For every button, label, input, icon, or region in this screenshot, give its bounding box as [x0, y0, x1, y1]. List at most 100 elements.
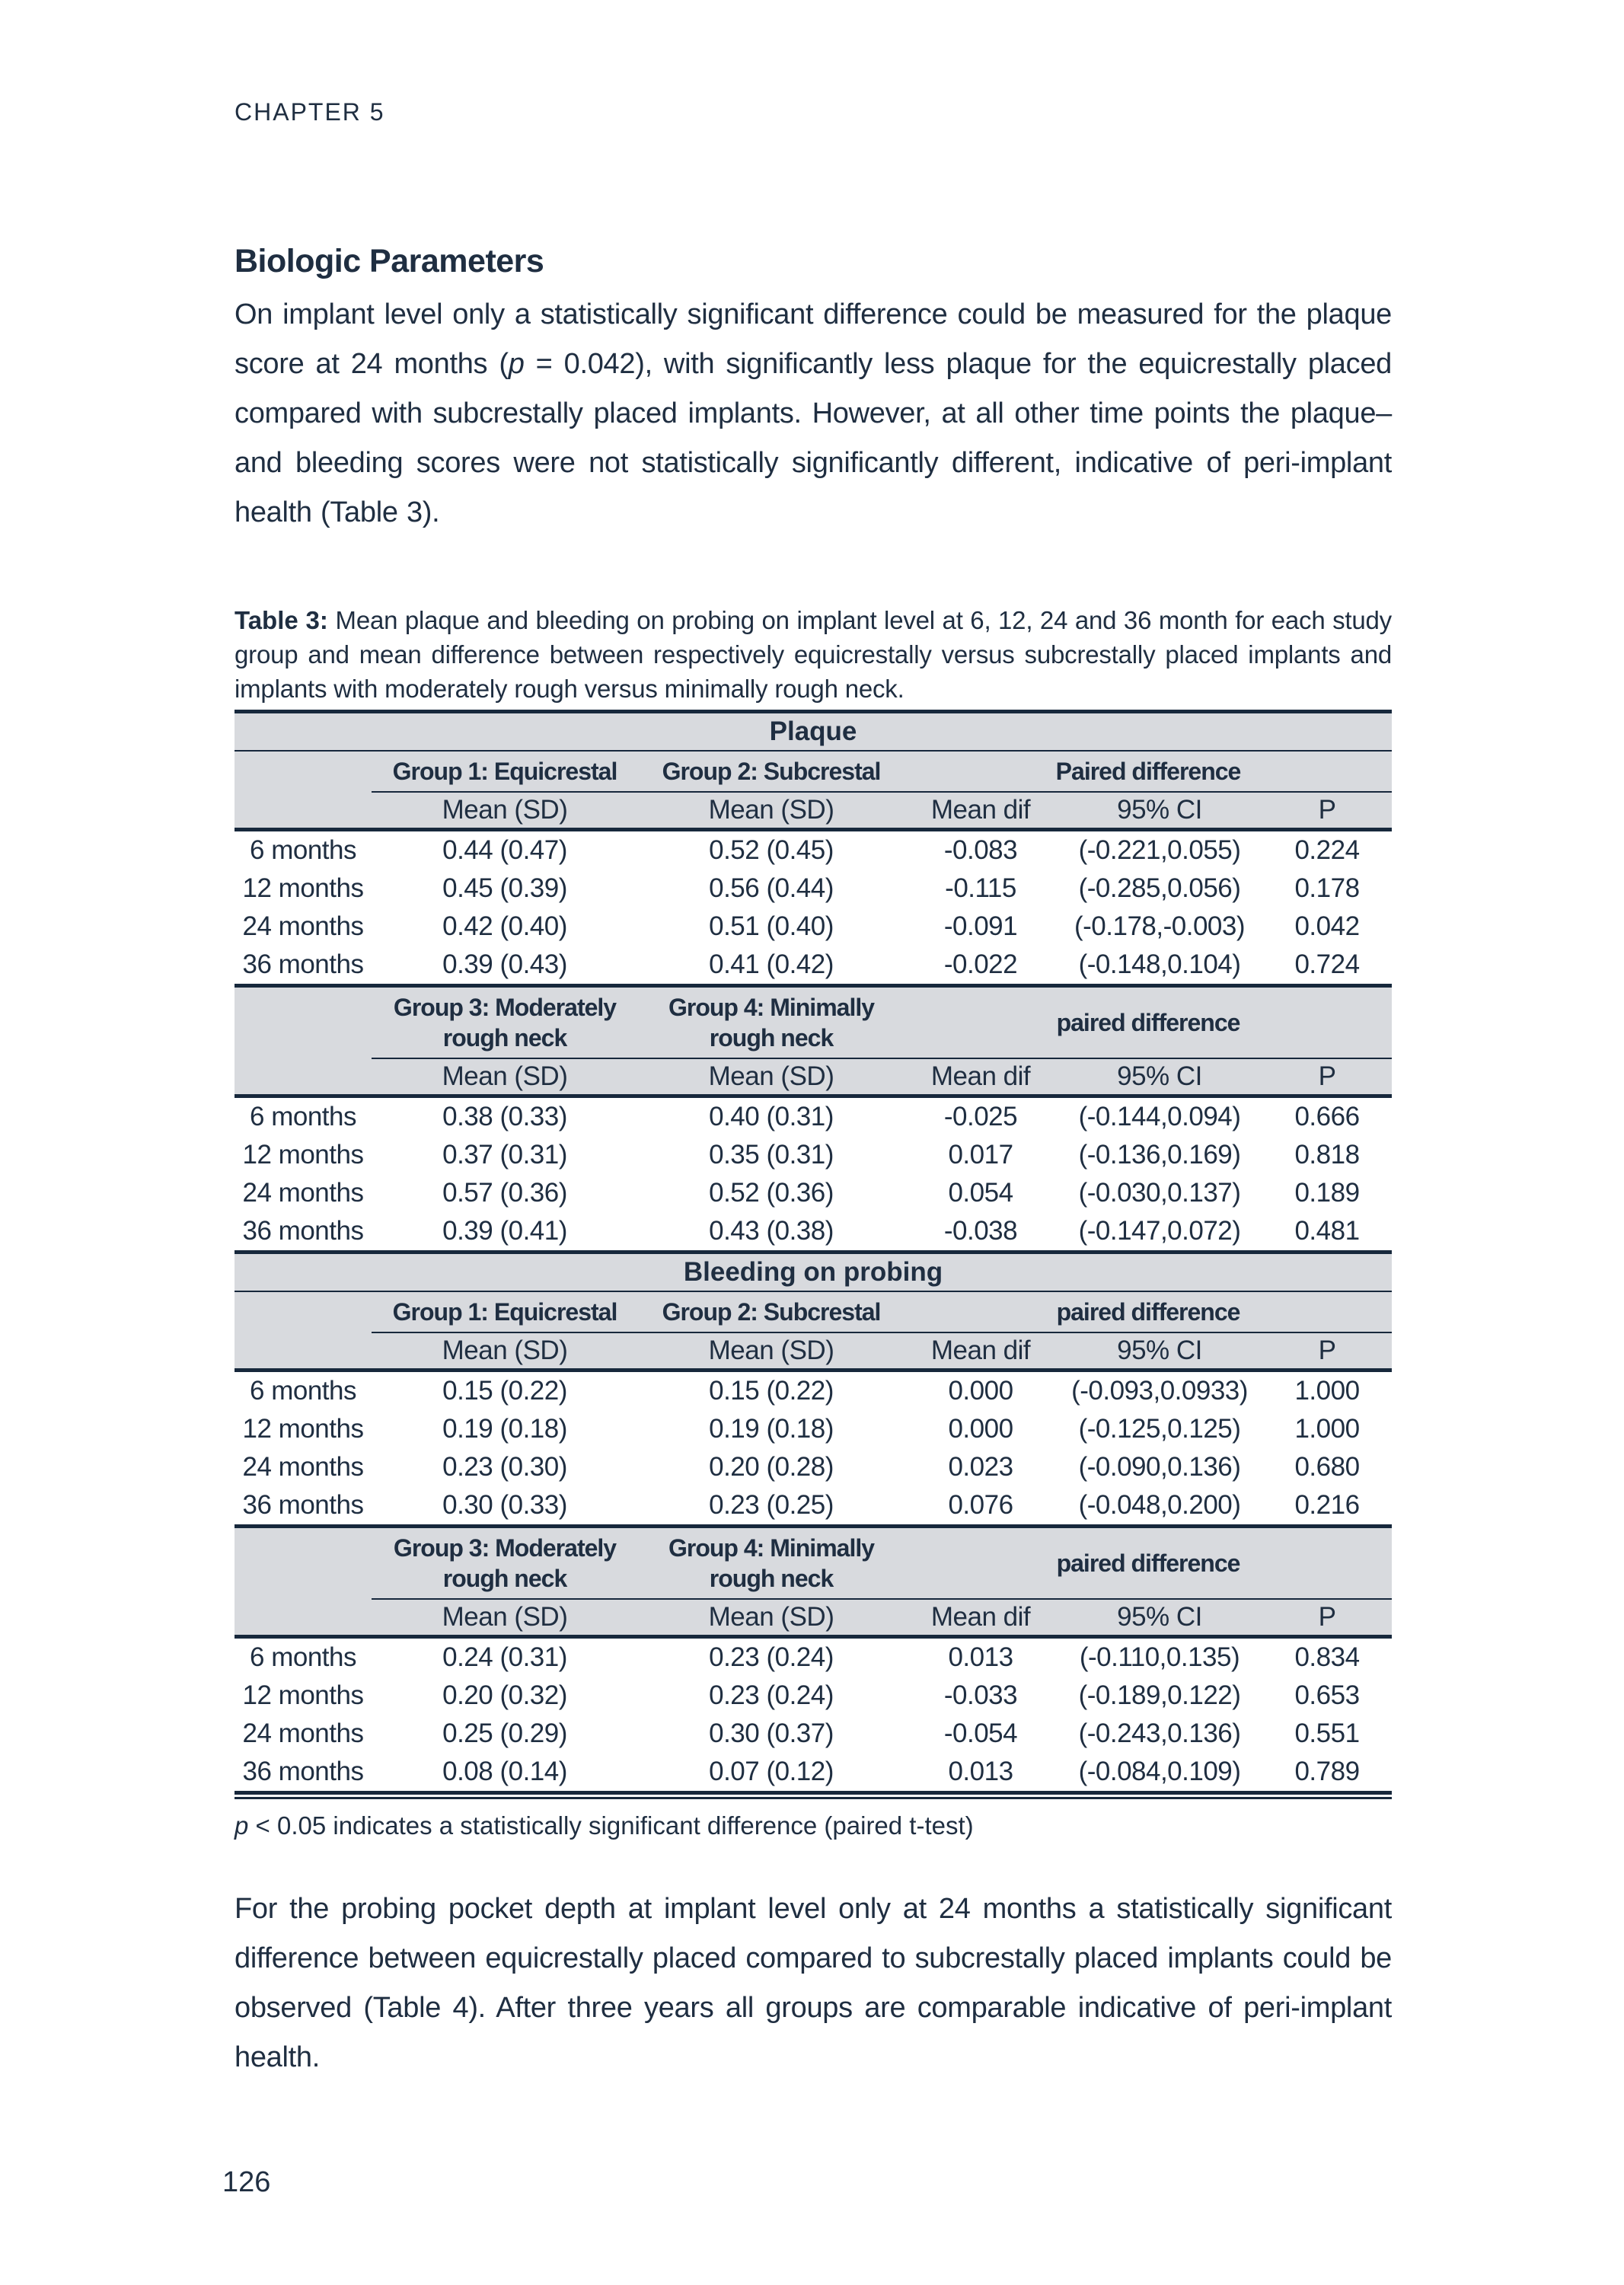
column-subheader: P [1262, 792, 1393, 831]
table-row: 6 months 0.15 (0.22) 0.15 (0.22) 0.000 (-0.0… [235, 1371, 1392, 1411]
data-cell: 0.789 [1262, 1753, 1393, 1795]
data-cell: 0.000 [948, 1414, 1013, 1444]
data-cell: 0.07 (0.12) [638, 1753, 905, 1795]
data-cell: 0.15 (0.22) [442, 1376, 567, 1406]
table-row: 36 months 0.30 (0.33) 0.23 (0.25) 0.076 (-0.… [235, 1486, 1393, 1528]
row-label: 24 months [242, 1178, 364, 1208]
row-label: 24 months [242, 1452, 364, 1482]
data-cell: 0.30 (0.33) [372, 1486, 638, 1528]
column-subheader: 95% CI [1057, 792, 1262, 831]
table-caption-text: Mean plaque and bleeding on probing on i… [235, 606, 1392, 703]
row-label: 6 months [250, 1642, 356, 1672]
data-cell: 0.39 (0.41) [372, 1212, 638, 1254]
column-subheader: Mean (SD) [638, 1599, 905, 1639]
group-a-header: Group 3: Moderately rough neck [372, 985, 638, 1059]
group-a-header: Group 1: Equicrestal [372, 1291, 638, 1333]
data-cell: 0.43 (0.38) [638, 1212, 905, 1254]
data-cell: 0.24 (0.31) [442, 1642, 567, 1672]
data-cell: 0.013 [905, 1753, 1057, 1795]
data-cell: (-0.243,0.136) [1078, 1719, 1241, 1748]
corner-cell [235, 1599, 372, 1639]
column-subheader: Mean (SD) [372, 1058, 638, 1098]
group-header-row: Group 3: Moderately rough neck Group 4: M… [235, 985, 1393, 1059]
column-subheader: Mean dif [905, 792, 1057, 831]
group-header-row: Group 1: Equicrestal Group 2: Subcrestal P… [235, 751, 1393, 793]
row-label: 36 months [235, 1212, 372, 1254]
group-header-row: Group 3: Moderately rough neck Group 4: M… [235, 1526, 1393, 1600]
data-cell: 0.44 (0.47) [442, 835, 567, 865]
data-cell: 0.042 [1294, 911, 1360, 941]
table-row: 24 months 0.42 (0.40) 0.51 (0.40) -0.091 (-0… [235, 908, 1392, 946]
table-row: 36 months 0.08 (0.14) 0.07 (0.12) 0.013 (-0.… [235, 1753, 1393, 1795]
data-cell: 0.35 (0.31) [709, 1140, 834, 1170]
data-cell: 0.818 [1294, 1140, 1360, 1170]
data-cell: 0.680 [1294, 1452, 1360, 1482]
data-cell: 0.41 (0.42) [638, 946, 905, 988]
column-subheader: P [1262, 1058, 1393, 1098]
column-subheader-row: Mean (SD) Mean (SD) Mean dif 95% CI P [235, 1058, 1393, 1098]
group-a-header: Group 1: Equicrestal [372, 751, 638, 793]
table-section-title-row: Plaque [235, 711, 1393, 752]
data-cell: (-0.189,0.122) [1078, 1680, 1241, 1710]
data-cell: 0.23 (0.25) [638, 1486, 905, 1528]
column-subheader: Mean (SD) [372, 1599, 638, 1639]
data-cell: 0.51 (0.40) [709, 911, 834, 941]
column-subheader: Mean (SD) [372, 1332, 638, 1372]
corner-cell [235, 985, 372, 1058]
data-cell: (-0.093,0.0933) [1071, 1376, 1248, 1406]
data-cell: 0.000 [948, 1376, 1013, 1406]
data-cell: (-0.125,0.125) [1078, 1414, 1241, 1444]
footnote-p-italic: p [235, 1811, 249, 1840]
p-value-italic: p [508, 348, 525, 380]
data-cell: 0.23 (0.30) [442, 1452, 567, 1482]
row-label: 24 months [242, 911, 364, 941]
data-cell: 0.551 [1294, 1719, 1360, 1748]
group-b-header: Group 2: Subcrestal [638, 1291, 905, 1333]
data-cell: 0.481 [1262, 1212, 1393, 1254]
corner-cell [235, 792, 372, 831]
data-cell: 0.19 (0.18) [442, 1414, 567, 1444]
data-cell: 0.017 [948, 1140, 1013, 1170]
table-3-body: Plaque Group 1: Equicrestal Group 2: Subcr… [235, 711, 1393, 1795]
row-label: 36 months [235, 1753, 372, 1795]
column-subheader: 95% CI [1057, 1058, 1262, 1098]
row-label: 12 months [242, 1680, 364, 1710]
table-row: 6 months 0.44 (0.47) 0.52 (0.45) -0.083 (-0.… [235, 830, 1392, 870]
data-cell: (-0.144,0.094) [1078, 1102, 1241, 1131]
data-cell: 0.52 (0.36) [709, 1178, 834, 1208]
data-cell: 0.666 [1294, 1102, 1360, 1131]
column-subheader-row: Mean (SD) Mean (SD) Mean dif 95% CI P [235, 1599, 1393, 1639]
data-cell: -0.115 [945, 873, 1016, 903]
table-3: Plaque Group 1: Equicrestal Group 2: Subcr… [235, 710, 1393, 1795]
data-cell: (-0.221,0.055) [1078, 835, 1241, 865]
paired-difference-header: paired difference [905, 1291, 1393, 1333]
column-subheader-row: Mean (SD) Mean (SD) Mean dif 95% CI P [235, 792, 1393, 831]
paragraph-1: On implant level only a statistically si… [235, 290, 1392, 538]
row-label: 6 months [250, 835, 356, 865]
row-label: 24 months [242, 1719, 364, 1748]
column-subheader: Mean dif [905, 1332, 1057, 1372]
data-cell: (-0.148,0.104) [1057, 946, 1262, 988]
table-row: 6 months 0.38 (0.33) 0.40 (0.31) -0.025 (-0.… [235, 1096, 1392, 1137]
data-cell: 0.39 (0.43) [372, 946, 638, 988]
corner-cell [235, 1526, 372, 1599]
data-cell: 0.076 [905, 1486, 1057, 1528]
page-number: 126 [222, 2166, 271, 2198]
table-section-title: Plaque [235, 711, 1393, 752]
table-row: 24 months 0.57 (0.36) 0.52 (0.36) 0.054 (-0.… [235, 1174, 1392, 1212]
data-cell: 1.000 [1294, 1376, 1360, 1406]
data-cell: (-0.136,0.169) [1078, 1140, 1241, 1170]
table-section-title-row: Bleeding on probing [235, 1252, 1393, 1292]
row-label: 36 months [235, 946, 372, 988]
data-cell: 0.20 (0.32) [442, 1680, 567, 1710]
footnote-text: < 0.05 indicates a statistically signifi… [248, 1811, 974, 1840]
corner-cell [235, 751, 372, 792]
data-cell: 0.23 (0.24) [709, 1680, 834, 1710]
column-subheader: 95% CI [1057, 1599, 1262, 1639]
data-cell: 0.37 (0.31) [442, 1140, 567, 1170]
data-cell: 0.653 [1294, 1680, 1360, 1710]
group-header-row: Group 1: Equicrestal Group 2: Subcrestal p… [235, 1291, 1393, 1333]
group-b-header: Group 4: Minimally rough neck [638, 1526, 905, 1600]
table-row: 36 months 0.39 (0.43) 0.41 (0.42) -0.022 (-0… [235, 946, 1393, 988]
